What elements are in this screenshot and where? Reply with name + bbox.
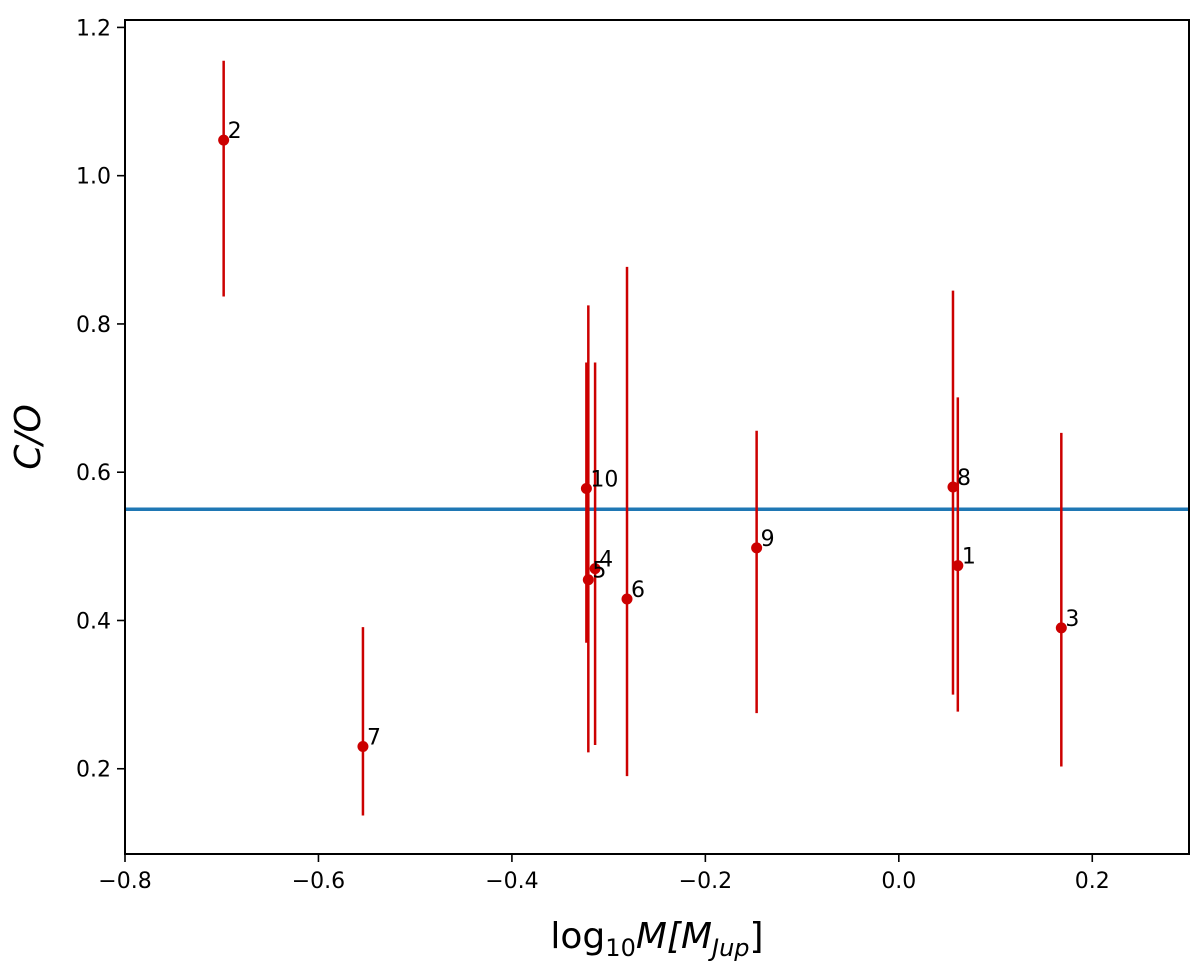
data-point-4: [589, 563, 601, 575]
y-axis: 0.2 0.4 0.6 0.8 1.0 1.2: [76, 16, 125, 783]
data-point-7: [357, 741, 369, 753]
point-label-8: 8: [957, 466, 971, 491]
x-axis-title-mass-subscript: Jup: [708, 934, 750, 962]
x-axis-title-mass: M[M: [636, 916, 712, 957]
x-tick-label: −0.4: [485, 869, 538, 894]
x-axis-title-base: log: [550, 916, 605, 957]
y-tick-label: 1.2: [76, 16, 111, 41]
data-point-9: [751, 542, 763, 554]
point-label-1: 1: [962, 545, 976, 570]
data-point-2: [218, 134, 230, 146]
point-label-10: 10: [590, 468, 618, 493]
data-point-6: [621, 593, 633, 605]
point-label-7: 7: [367, 726, 381, 751]
x-axis: −0.8 −0.6 −0.4 −0.2 0.0 0.2: [98, 854, 1110, 894]
y-tick-label: 0.6: [76, 461, 111, 486]
point-label-6: 6: [631, 578, 645, 603]
x-tick-label: −0.6: [292, 869, 345, 894]
point-label-2: 2: [228, 119, 242, 144]
chart-marks: 1 2 3 456 7 8 9 10: [125, 60, 1189, 816]
point-label-4: 4: [599, 548, 613, 573]
x-axis-title-subscript: 10: [605, 934, 636, 962]
y-axis-title: C/O: [8, 404, 49, 470]
data-point-8: [947, 481, 959, 493]
point-label-9: 9: [761, 527, 775, 552]
x-tick-label: 0.2: [1075, 869, 1110, 894]
x-axis-title-bracket: ]: [750, 916, 764, 957]
x-axis-title: log10M[MJup]: [550, 916, 763, 962]
y-tick-label: 0.4: [76, 609, 111, 634]
y-tick-label: 0.8: [76, 313, 111, 338]
data-point-10: [580, 483, 592, 495]
x-tick-label: −0.8: [98, 869, 151, 894]
point-label-5: 5: [592, 559, 606, 584]
data-point-5: [582, 574, 594, 586]
data-point-1: [952, 560, 964, 572]
plot-frame: [124, 19, 1190, 855]
y-tick-label: 0.2: [76, 758, 111, 783]
point-label-3: 3: [1065, 607, 1079, 632]
x-tick-label: 0.0: [881, 869, 916, 894]
data-point-3: [1055, 622, 1067, 634]
y-tick-label: 1.0: [76, 165, 111, 190]
x-tick-label: −0.2: [679, 869, 732, 894]
